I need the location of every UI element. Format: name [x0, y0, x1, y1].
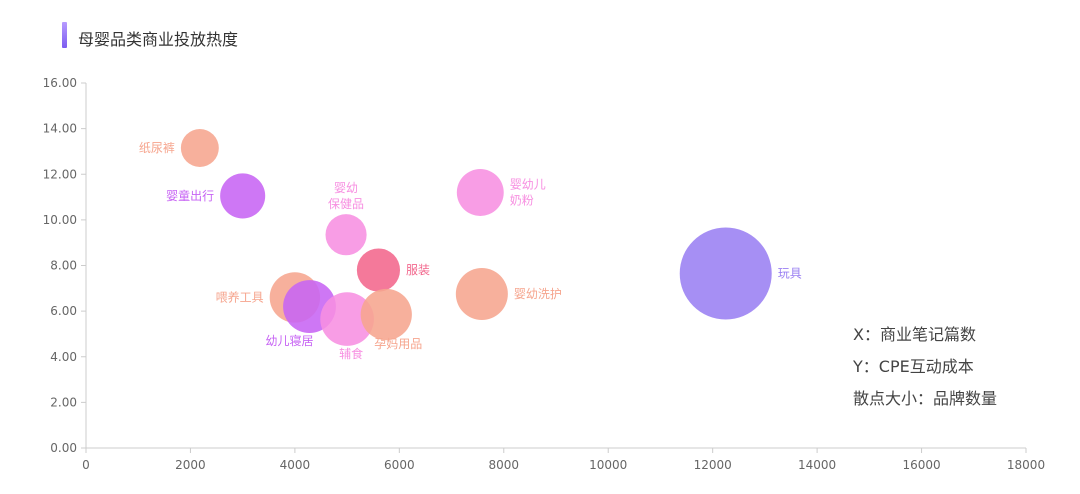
x-tick-label: 2000 [175, 458, 206, 472]
bubble-label: 玩具 [778, 266, 802, 280]
x-axis-note: X：商业笔记篇数 [853, 325, 976, 344]
x-tick-label: 10000 [589, 458, 627, 472]
y-tick-label: 10.00 [43, 213, 77, 227]
x-tick-label: 4000 [280, 458, 311, 472]
x-tick-label: 18000 [1007, 458, 1045, 472]
y-tick-label: 16.00 [43, 76, 77, 90]
bubble-label: 辅食 [339, 346, 363, 361]
bubble-label: 婴幼洗护 [514, 287, 562, 301]
bubble-label-line: 孕妈用品 [374, 337, 422, 351]
bubble-point [679, 227, 772, 320]
x-tick-label: 0 [82, 458, 90, 472]
bubble-point [356, 248, 401, 292]
bubble-point [320, 292, 374, 346]
y-tick-label: 2.00 [50, 395, 77, 409]
bubble-label-line: 幼儿寝居 [266, 333, 314, 348]
y-tick-label: 6.00 [50, 304, 77, 318]
bubble-label: 喂养工具 [216, 289, 264, 304]
x-tick-label: 12000 [694, 458, 732, 472]
x-tick-label: 14000 [798, 458, 836, 472]
y-tick-label: 14.00 [43, 122, 77, 136]
bubble-point [456, 169, 504, 216]
bubble-label-line: 婴幼 [334, 181, 358, 195]
bubble-label-line: 玩具 [778, 266, 802, 280]
bubble-label-line: 辅食 [339, 346, 363, 361]
x-tick-label: 16000 [902, 458, 940, 472]
bubble-label-line: 服装 [406, 263, 430, 277]
bubble-label: 婴幼保健品 [328, 181, 364, 211]
bubble-point [455, 267, 508, 321]
bubble-label-line: 婴幼洗护 [514, 287, 562, 301]
bubble-label-line: 奶粉 [510, 194, 534, 208]
title-accent-bar [62, 22, 67, 48]
y-tick-label: 12.00 [43, 167, 77, 181]
y-axis-note: Y：CPE互动成本 [853, 357, 974, 376]
bubble-label: 孕妈用品 [374, 337, 422, 351]
bubble-label: 服装 [406, 263, 430, 277]
bubble-point [325, 214, 367, 256]
y-tick-label: 8.00 [50, 259, 77, 273]
chart-title: 母婴品类商业投放热度 [78, 30, 239, 49]
bubble-label-line: 喂养工具 [216, 289, 264, 304]
y-tick-label: 4.00 [50, 350, 77, 364]
bubble-point [360, 288, 412, 341]
bubble-label-line: 婴幼儿 [510, 178, 546, 192]
bubble-point [180, 129, 219, 167]
bubble-label: 婴幼儿奶粉 [510, 178, 546, 208]
bubble-label-line: 婴童出行 [166, 188, 214, 203]
bubble-label-line: 保健品 [328, 197, 364, 211]
y-tick-label: 0.00 [50, 441, 77, 455]
x-tick-label: 8000 [489, 458, 520, 472]
bubble-label: 纸尿裤 [139, 141, 175, 155]
size-note: 散点大小：品牌数量 [853, 389, 998, 408]
x-tick-label: 6000 [384, 458, 415, 472]
bubble-point [220, 173, 266, 219]
bubble-label: 婴童出行 [166, 188, 214, 203]
bubble-label: 幼儿寝居 [266, 333, 314, 348]
bubble-label-line: 纸尿裤 [139, 141, 175, 155]
